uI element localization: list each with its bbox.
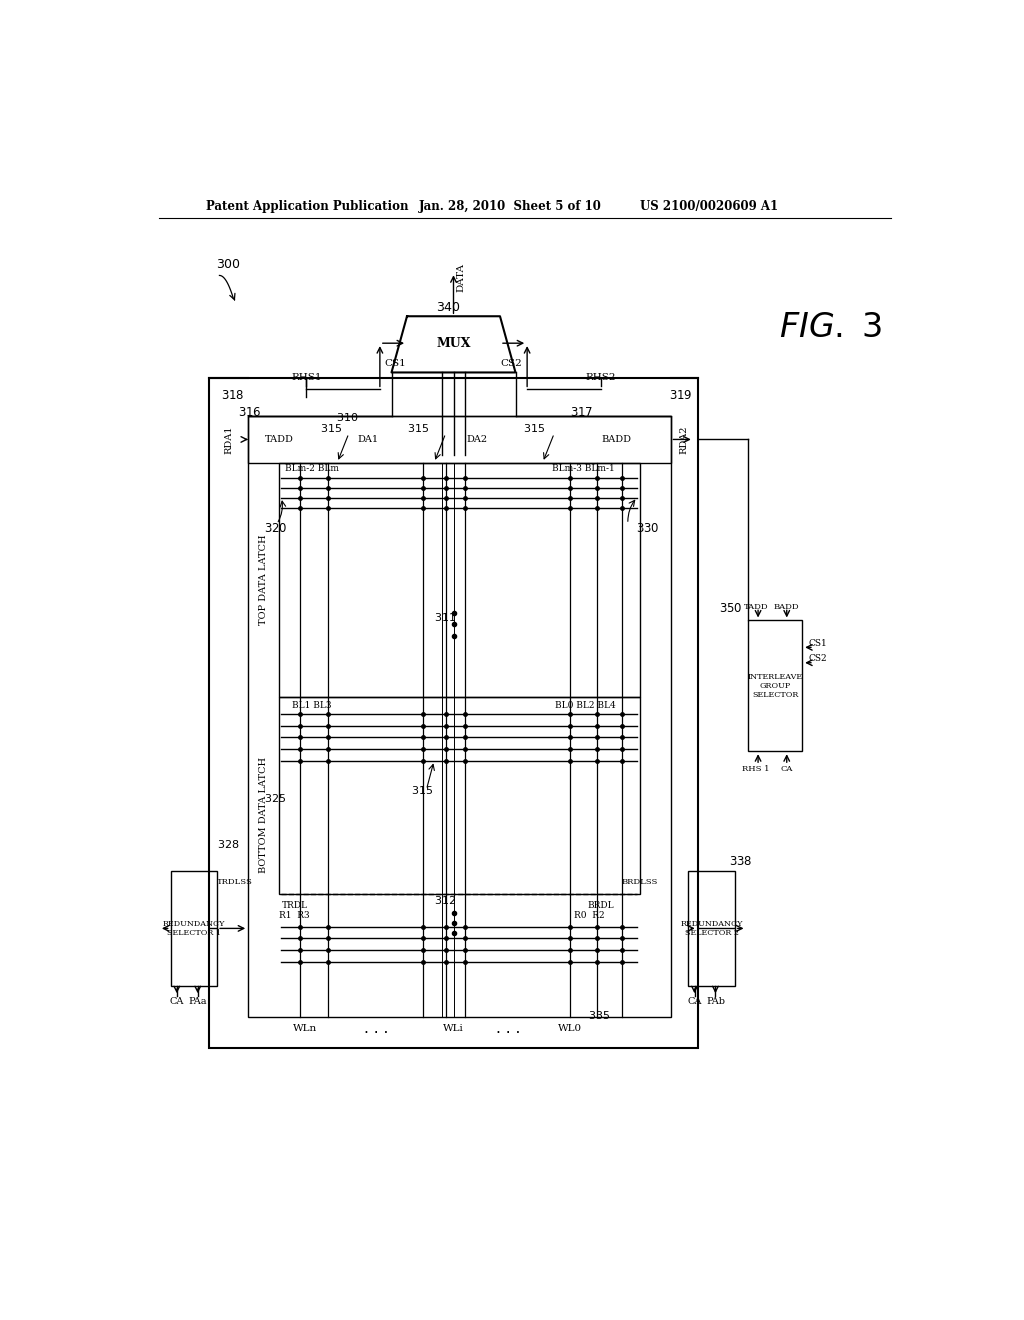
Text: TADD: TADD <box>264 436 294 444</box>
Bar <box>171 871 217 986</box>
Text: BL0 BL2 BL4: BL0 BL2 BL4 <box>555 701 615 710</box>
Text: WLn: WLn <box>293 1024 316 1034</box>
Text: $\mathit{315}$: $\mathit{315}$ <box>407 422 429 434</box>
Text: $\mathit{340}$: $\mathit{340}$ <box>436 301 462 314</box>
Text: $\mathit{315}$: $\mathit{315}$ <box>321 422 342 434</box>
Text: BOTTOM DATA LATCH: BOTTOM DATA LATCH <box>259 756 268 873</box>
Text: $\mathit{315}$: $\mathit{315}$ <box>523 422 546 434</box>
Text: BRDL: BRDL <box>588 900 614 909</box>
Text: $\mathit{312}$: $\mathit{312}$ <box>434 894 457 906</box>
Text: PAb: PAb <box>706 997 725 1006</box>
Text: REDUNDANCY
SELECTOR 2: REDUNDANCY SELECTOR 2 <box>680 920 742 937</box>
Bar <box>209 378 697 1048</box>
Text: RHS 1: RHS 1 <box>742 766 769 774</box>
Text: $\mathit{311}$: $\mathit{311}$ <box>434 611 457 623</box>
Bar <box>248 416 671 462</box>
Text: $\mathit{319}$: $\mathit{319}$ <box>669 389 692 403</box>
Bar <box>248 416 671 1016</box>
Text: CS2: CS2 <box>501 359 522 368</box>
Text: PAa: PAa <box>188 997 207 1006</box>
Text: R0  R2: R0 R2 <box>573 911 604 920</box>
Text: REDUNDANCY
SELECTOR 1: REDUNDANCY SELECTOR 1 <box>163 920 225 937</box>
Text: RDA2: RDA2 <box>679 425 688 454</box>
Text: WL0: WL0 <box>558 1024 582 1034</box>
Text: $\mathit{325}$: $\mathit{325}$ <box>263 792 286 804</box>
Text: BLm-3 BLm-1: BLm-3 BLm-1 <box>552 465 614 473</box>
Text: CS2: CS2 <box>808 655 827 664</box>
Text: TRDL: TRDL <box>282 900 307 909</box>
Bar <box>280 697 640 894</box>
Text: DA2: DA2 <box>466 436 487 444</box>
Text: CS1: CS1 <box>808 639 827 648</box>
Bar <box>688 871 735 986</box>
Text: . . .: . . . <box>364 1020 388 1036</box>
Text: RHS2: RHS2 <box>586 372 616 381</box>
Text: $\mathit{315}$: $\mathit{315}$ <box>411 784 433 796</box>
Text: $\mathit{317}$: $\mathit{317}$ <box>569 407 593 418</box>
Text: CS1: CS1 <box>384 359 407 368</box>
Text: $\mathit{338}$: $\mathit{338}$ <box>729 855 753 869</box>
Text: TOP DATA LATCH: TOP DATA LATCH <box>259 535 268 624</box>
Text: Jan. 28, 2010  Sheet 5 of 10: Jan. 28, 2010 Sheet 5 of 10 <box>419 199 601 213</box>
Text: $\mathit{350}$: $\mathit{350}$ <box>719 602 742 615</box>
Text: $\mathit{318}$: $\mathit{318}$ <box>221 389 245 403</box>
Text: RDA1: RDA1 <box>224 425 233 454</box>
Text: Patent Application Publication: Patent Application Publication <box>206 199 408 213</box>
Text: DA1: DA1 <box>357 436 379 444</box>
Text: BRDLSS: BRDLSS <box>622 878 657 886</box>
Text: $\mathit{328}$: $\mathit{328}$ <box>217 838 240 850</box>
Text: BL1 BL3: BL1 BL3 <box>292 701 332 710</box>
Text: . . .: . . . <box>496 1020 520 1036</box>
Text: MUX: MUX <box>436 338 471 351</box>
Text: CA: CA <box>687 997 701 1006</box>
Text: DATA: DATA <box>457 263 466 292</box>
Text: INTERLEAVE
GROUP
SELECTOR: INTERLEAVE GROUP SELECTOR <box>748 673 803 700</box>
Text: $\mathit{300}$: $\mathit{300}$ <box>216 259 241 271</box>
Text: $\mathit{330}$: $\mathit{330}$ <box>636 521 659 535</box>
Text: CA: CA <box>170 997 184 1006</box>
Bar <box>748 620 802 751</box>
Bar <box>280 462 640 697</box>
Text: US 2100/0020609 A1: US 2100/0020609 A1 <box>640 199 777 213</box>
Text: TRDLSS: TRDLSS <box>217 878 253 886</box>
Text: $\mathit{FIG.\ 3}$: $\mathit{FIG.\ 3}$ <box>779 312 883 343</box>
Text: BADD: BADD <box>774 602 800 611</box>
Text: RHS1: RHS1 <box>291 372 322 381</box>
Text: BADD: BADD <box>601 436 631 444</box>
Text: TADD: TADD <box>743 602 768 611</box>
Text: $\mathit{310}$: $\mathit{310}$ <box>336 411 358 424</box>
Text: BLm-2 BLm: BLm-2 BLm <box>285 465 339 473</box>
Text: WLi: WLi <box>443 1024 464 1034</box>
Text: $\mathit{316}$: $\mathit{316}$ <box>238 407 262 418</box>
Text: $\mathit{335}$: $\mathit{335}$ <box>588 1008 609 1020</box>
Text: $\mathit{320}$: $\mathit{320}$ <box>264 521 288 535</box>
Text: R1  R3: R1 R3 <box>280 911 310 920</box>
Text: CA: CA <box>780 766 793 774</box>
